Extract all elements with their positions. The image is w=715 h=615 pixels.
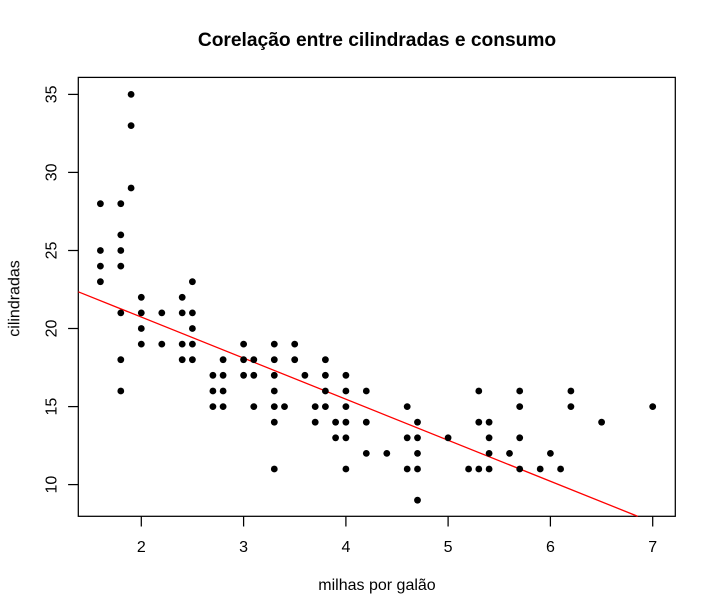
svg-text:3: 3	[239, 539, 248, 556]
svg-text:10: 10	[44, 476, 61, 494]
svg-text:cilindradas: cilindradas	[6, 260, 23, 336]
svg-text:20: 20	[44, 320, 61, 338]
svg-text:Corelação entre cilindradas e: Corelação entre cilindradas e consumo	[198, 30, 556, 51]
svg-text:15: 15	[44, 398, 61, 416]
svg-text:25: 25	[44, 242, 61, 260]
svg-text:30: 30	[44, 163, 61, 181]
svg-text:2: 2	[137, 539, 146, 556]
svg-text:4: 4	[341, 539, 350, 556]
svg-text:7: 7	[648, 539, 657, 556]
svg-text:35: 35	[44, 85, 61, 103]
svg-text:5: 5	[444, 539, 453, 556]
svg-text:milhas por galão: milhas por galão	[318, 577, 436, 594]
svg-text:6: 6	[546, 539, 555, 556]
